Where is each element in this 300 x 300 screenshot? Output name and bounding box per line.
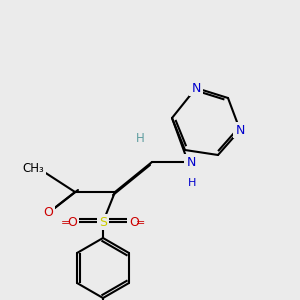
Text: CH₃: CH₃ (22, 161, 44, 175)
Text: =: = (61, 218, 70, 228)
Text: H: H (188, 178, 196, 188)
Text: N: N (191, 82, 201, 94)
Text: O: O (129, 215, 139, 229)
Text: S: S (99, 215, 107, 229)
Text: =: = (136, 218, 146, 228)
Text: H: H (136, 131, 144, 145)
Text: O: O (43, 206, 53, 220)
Text: O: O (67, 215, 77, 229)
Text: N: N (186, 155, 196, 169)
Text: N: N (235, 124, 245, 136)
